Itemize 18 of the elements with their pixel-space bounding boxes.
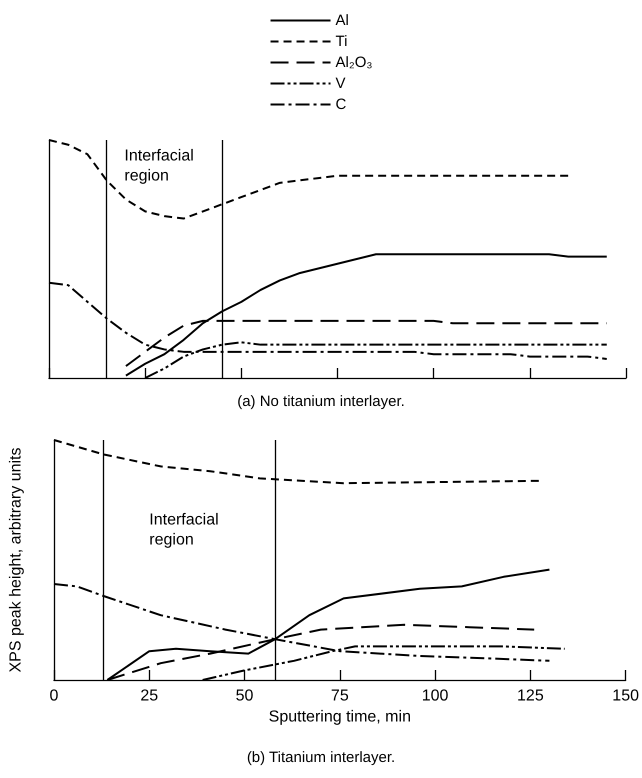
legend-label: V [336, 75, 346, 92]
legend-label: C [336, 96, 347, 113]
x-tick-label: 50 [236, 688, 254, 704]
x-tick-label: 0 [50, 688, 59, 704]
legend-label: Al₂O₃ [336, 54, 372, 71]
text: (b) Titanium interlayer. [246, 749, 396, 766]
annotation: Interfacial region [149, 512, 224, 548]
x-tick-label: 75 [330, 688, 349, 704]
y-axis-title: XPS peak height, arbitrary units [8, 447, 24, 673]
annotation: Interfacial region [124, 148, 198, 184]
x-tick-label: 125 [517, 688, 544, 704]
text: (a) No titanium interlayer. [237, 393, 405, 410]
x-tick-label: 150 [612, 688, 640, 704]
x-axis-title: Sputtering time, min [268, 708, 411, 726]
legend-label: Ti [336, 33, 348, 50]
x-tick-label: 25 [140, 688, 158, 704]
x-tick-label: 100 [422, 688, 449, 704]
legend-label: Al [336, 12, 349, 29]
